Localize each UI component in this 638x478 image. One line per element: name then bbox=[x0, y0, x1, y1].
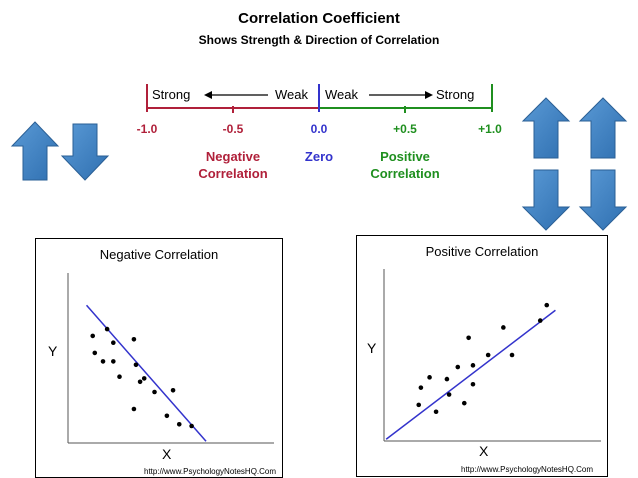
negative-fit-line bbox=[85, 304, 207, 442]
positive-data-point bbox=[509, 352, 515, 358]
negative-data-point bbox=[92, 350, 98, 356]
negative-scatter-plot bbox=[67, 273, 274, 444]
arrow-down-icon bbox=[578, 169, 628, 231]
negative-data-point bbox=[111, 340, 116, 345]
page-subtitle: Shows Strength & Direction of Correlatio… bbox=[198, 33, 440, 47]
positive-data-point bbox=[466, 335, 471, 341]
negative-data-point bbox=[170, 388, 176, 393]
negative-data-point bbox=[90, 333, 96, 339]
negative-data-point bbox=[131, 406, 137, 412]
positive-data-point bbox=[433, 409, 439, 415]
negative-data-point bbox=[141, 376, 147, 381]
positive-data-point bbox=[446, 392, 452, 397]
positive-data-point bbox=[485, 352, 491, 358]
negative-data-point bbox=[111, 359, 116, 364]
positive-data-point bbox=[427, 375, 432, 380]
positive-correlation-panel: Positive Correlation Y X http://www.Psyc… bbox=[356, 235, 608, 477]
negative-data-point bbox=[131, 337, 137, 342]
positive-data-point bbox=[537, 318, 543, 323]
positive-data-point bbox=[470, 363, 476, 368]
positive-label-line1: Positive bbox=[380, 149, 430, 164]
negative-data-point bbox=[100, 359, 106, 364]
zero-label: Zero bbox=[305, 149, 333, 164]
positive-data-point bbox=[418, 385, 424, 390]
arrow-up-icon bbox=[521, 97, 571, 159]
positive-data-point bbox=[416, 402, 422, 408]
positive-label-line2: Correlation bbox=[370, 166, 439, 181]
negative-x-label: X bbox=[162, 446, 172, 462]
positive-data-point bbox=[455, 364, 461, 370]
tick-label-minus-half: -0.5 bbox=[223, 122, 244, 136]
tick-label-plus-one: +1.0 bbox=[478, 122, 502, 136]
negative-credit: http://www.PsychologyNotesHQ.Com bbox=[144, 467, 277, 476]
tick-label-zero: 0.0 bbox=[311, 122, 328, 136]
positive-data-point bbox=[470, 381, 476, 387]
arrow-up-icon bbox=[10, 121, 60, 181]
right-strong-label: Strong bbox=[436, 87, 474, 102]
arrow-down-icon bbox=[60, 123, 110, 181]
page-title: Correlation Coefficient bbox=[238, 10, 400, 27]
right-arrow-head-icon bbox=[425, 91, 433, 99]
tick-label-plus-half: +0.5 bbox=[393, 122, 417, 136]
correlation-scale: Strong Weak Weak Strong -1.0 -0.5 0.0 +0… bbox=[137, 84, 502, 181]
left-strong-label: Strong bbox=[152, 87, 190, 102]
left-weak-label: Weak bbox=[275, 87, 308, 102]
positive-fit-line bbox=[385, 309, 556, 440]
negative-label-line2: Correlation bbox=[198, 166, 267, 181]
positive-x-label: X bbox=[479, 443, 489, 459]
negative-data-point bbox=[189, 423, 194, 429]
negative-data-point bbox=[164, 413, 170, 419]
left-arrow-head-icon bbox=[204, 91, 212, 99]
positive-scatter-plot bbox=[383, 269, 601, 442]
arrow-up-icon bbox=[578, 97, 628, 159]
negative-data-point bbox=[133, 362, 139, 368]
negative-data-point bbox=[137, 379, 143, 385]
positive-data-point bbox=[501, 325, 506, 330]
negative-panel-title: Negative Correlation bbox=[99, 247, 219, 262]
right-weak-label: Weak bbox=[325, 87, 358, 102]
arrow-down-icon bbox=[521, 169, 571, 231]
positive-credit: http://www.PsychologyNotesHQ.Com bbox=[461, 465, 594, 474]
negative-y-label: Y bbox=[48, 343, 58, 359]
direction-arrows bbox=[10, 97, 628, 231]
negative-data-point bbox=[104, 326, 110, 332]
negative-data-point bbox=[176, 422, 182, 427]
tick-label-minus-one: -1.0 bbox=[137, 122, 158, 136]
negative-data-point bbox=[152, 389, 157, 395]
positive-panel-title: Positive Correlation bbox=[425, 244, 539, 259]
negative-correlation-panel: Negative Correlation Y X http://www.Psyc… bbox=[35, 238, 283, 478]
negative-label-line1: Negative bbox=[206, 149, 260, 164]
positive-data-point bbox=[544, 302, 550, 308]
positive-data-point bbox=[461, 400, 467, 406]
negative-data-point bbox=[117, 374, 122, 379]
positive-y-label: Y bbox=[367, 340, 377, 356]
positive-data-point bbox=[444, 376, 450, 382]
